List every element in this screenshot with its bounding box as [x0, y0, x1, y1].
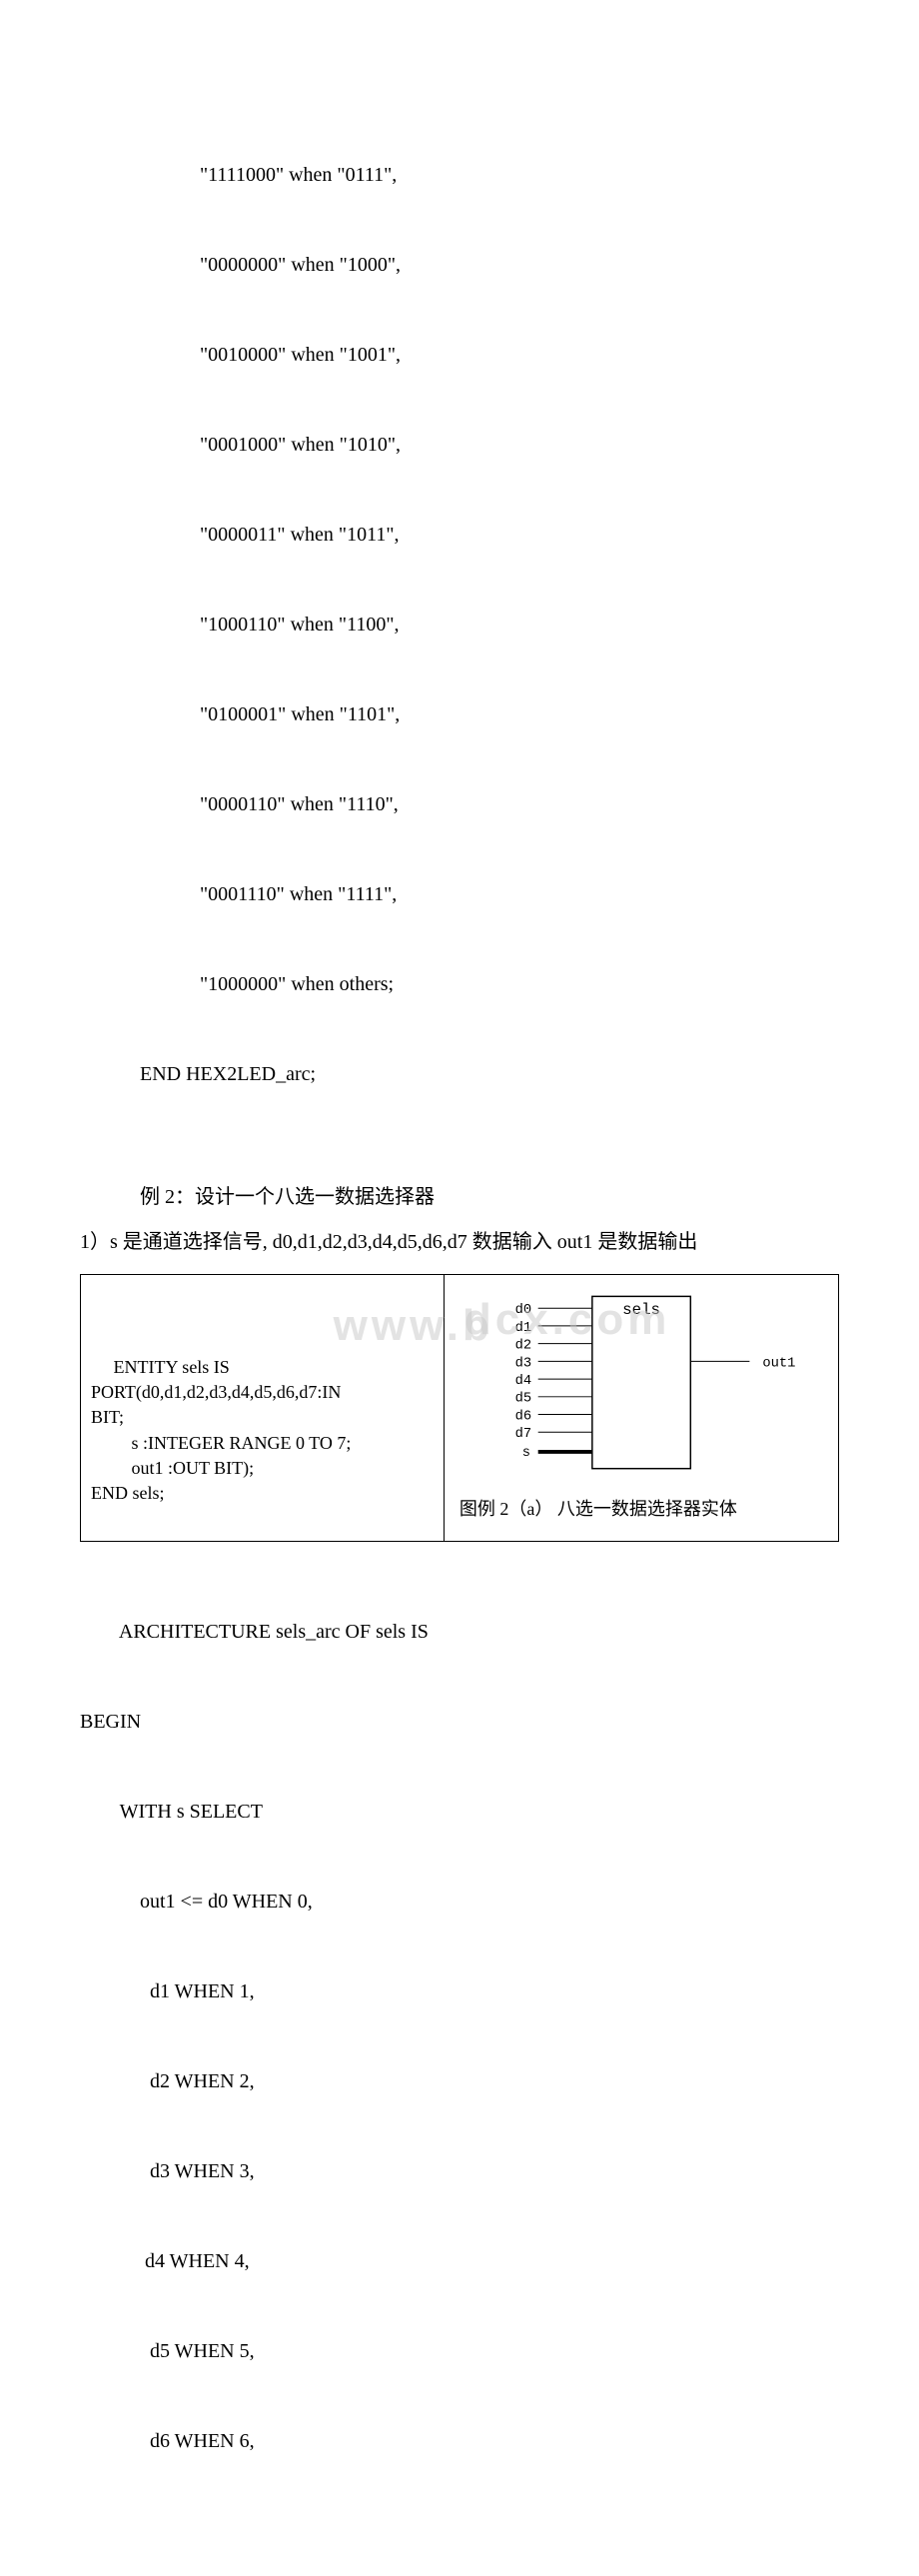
hex2led-code-block: "1111000" when "0111", "0000000" when "1… [80, 100, 839, 1149]
input-label: d4 [514, 1373, 531, 1389]
code-line: "0100001" when "1101", [200, 699, 839, 729]
arch-line: d3 WHEN 3, [80, 2156, 839, 2186]
code-line: "1000110" when "1100", [200, 610, 839, 640]
arch-line: WITH s SELECT [80, 1797, 839, 1827]
input-label: s [522, 1446, 530, 1461]
arch-line: d1 WHEN 1, [80, 1976, 839, 2006]
input-label: d3 [514, 1355, 531, 1371]
arch-line: d5 WHEN 5, [80, 2336, 839, 2366]
code-line: "1000000" when others; [200, 969, 839, 999]
arch-line: d4 WHEN 4, [80, 2246, 839, 2276]
entity-line: ENTITY sels IS [91, 1355, 434, 1380]
arch-line: ARCHITECTURE sels_arc OF sels IS [80, 1617, 839, 1647]
architecture-code-block: ARCHITECTURE sels_arc OF sels IS BEGIN W… [80, 1557, 839, 2516]
watermark-text: dcx.com [464, 1295, 671, 1345]
code-line: "1111000" when "0111", [200, 160, 839, 190]
code-line: "0001000" when "1010", [200, 430, 839, 460]
code-line: "0000011" when "1011", [200, 520, 839, 550]
page-container: "1111000" when "0111", "0000000" when "1… [0, 0, 919, 2576]
entity-line: END sels; [91, 1481, 434, 1506]
diagram-caption: 图例 2（a） 八选一数据选择器实体 [455, 1495, 828, 1521]
code-line: "0010000" when "1001", [200, 340, 839, 370]
arch-line: out1 <= d0 WHEN 0, [80, 1887, 839, 1917]
code-line: "0000000" when "1000", [200, 250, 839, 280]
output-label: out1 [762, 1356, 795, 1371]
entity-line: out1 :OUT BIT); [91, 1456, 434, 1481]
input-label: d7 [514, 1426, 531, 1442]
entity-diagram-table: www.b ENTITY sels IS PORT(d0,d1,d2,d3,d4… [80, 1274, 839, 1542]
input-label: d6 [514, 1408, 531, 1424]
code-line: "0001110" when "1111", [200, 879, 839, 909]
entity-code-cell: www.b ENTITY sels IS PORT(d0,d1,d2,d3,d4… [81, 1275, 445, 1541]
arch-line: d6 WHEN 6, [80, 2426, 839, 2456]
example-2-description: 1）s 是通道选择信号, d0,d1,d2,d3,d4,d5,d6,d7 数据输… [80, 1225, 839, 1259]
arch-line: BEGIN [80, 1707, 839, 1737]
entity-line: PORT(d0,d1,d2,d3,d4,d5,d6,d7:IN [91, 1380, 434, 1405]
code-line: "0000110" when "1110", [200, 789, 839, 819]
code-end-line: END HEX2LED_arc; [140, 1059, 839, 1089]
entity-line: s :INTEGER RANGE 0 TO 7; [91, 1431, 434, 1456]
input-label: d5 [514, 1391, 531, 1407]
entity-line: BIT; [91, 1405, 434, 1430]
example-2-title: 例 2：设计一个八选一数据选择器 [140, 1179, 839, 1215]
arch-line: d2 WHEN 2, [80, 2066, 839, 2096]
diagram-cell: dcx.com sels d0 d1 d2 d3 d4 [445, 1275, 838, 1541]
